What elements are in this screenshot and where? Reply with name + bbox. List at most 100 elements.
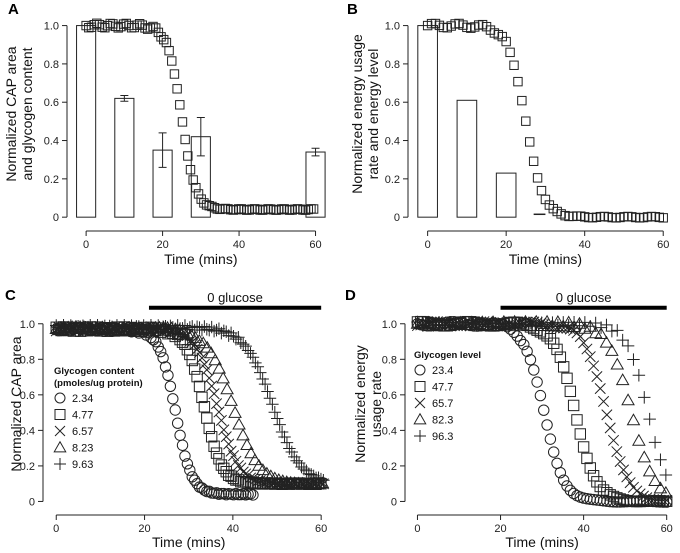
panel-b-point-square	[501, 36, 511, 47]
panel-c-point-square	[203, 422, 215, 435]
panel-a-point-square	[191, 182, 201, 193]
panel-d-point-plus	[573, 319, 586, 332]
panel-c-point-x	[215, 414, 227, 426]
panel-a-xtick-label: 60	[309, 239, 321, 251]
panel-c-point-plus	[258, 377, 272, 391]
panel-b-y-title: Normalized energy usagerate and energy l…	[349, 34, 381, 194]
panel-d-point-triangle	[632, 433, 646, 446]
panel-c-point-plus	[236, 337, 250, 351]
panel-b-bar	[417, 25, 438, 218]
panel-d-point-square	[591, 476, 603, 488]
panel-c-point-plus	[103, 319, 116, 333]
panel-c-point-x	[220, 431, 232, 443]
panel-d-point-plus	[432, 316, 446, 329]
panel-d-point-triangle	[605, 343, 619, 356]
panel-c-point-plus	[88, 321, 102, 335]
panel-c-point-x	[203, 372, 215, 384]
panel-c-point-plus	[273, 418, 286, 431]
panel-c-point-x	[210, 398, 223, 410]
panel-d-point-circle	[551, 457, 563, 470]
panel-d-point-plus	[524, 316, 538, 330]
panel-c-point-circle	[179, 450, 191, 462]
panel-d-point-plus	[594, 321, 608, 334]
panel-a-xtick-label: 20	[156, 239, 168, 251]
panel-b-point-square	[505, 47, 515, 58]
panel-d-point-triangle	[594, 327, 608, 340]
panel-c-point-square	[198, 401, 211, 413]
panel-c-legend-marker-x	[54, 425, 66, 437]
panel-c-point-x	[206, 380, 218, 392]
panel-a-point-square	[169, 69, 180, 79]
panel-c-point-plus	[181, 323, 194, 336]
panel-c-point-plus	[59, 322, 73, 335]
panel-d: D 0 0.2 0.4 0.6 0.8 1.0 0 20 40 60 Time (mins) Norm…	[345, 287, 673, 550]
panel-b-bar	[456, 99, 478, 218]
panel-a-error-bar	[311, 147, 320, 157]
panel-c-point-circle	[164, 380, 177, 392]
panel-a-point-square	[177, 117, 188, 127]
panel-a-point-square	[183, 151, 193, 161]
panel-c-ytick-label: 1.0	[20, 319, 35, 331]
panel-d-legend-title: Glycogen level	[414, 350, 481, 361]
panel-d-point-plus	[562, 319, 575, 332]
panel-d-point-square	[584, 462, 596, 474]
panel-a-ytick-label: 1.0	[44, 21, 59, 33]
panel-c-point-x	[223, 438, 235, 450]
panel-d-point-plus	[449, 318, 462, 332]
panel-a-point-square	[172, 84, 182, 94]
panel-c-legend-marker-circle	[54, 392, 66, 404]
panel-d-point-plus	[470, 318, 484, 331]
panel-d-point-circle	[524, 353, 537, 366]
panel-d-point-x	[614, 455, 626, 468]
panel-d-point-plus	[611, 324, 624, 337]
panel-d-point-x	[641, 492, 653, 504]
panel-c-point-x	[240, 468, 252, 480]
panel-d-point-plus	[621, 339, 635, 353]
panel-d-point-triangle	[653, 481, 668, 494]
panel-d-point-triangle	[578, 321, 592, 334]
panel-d-point-x	[624, 477, 636, 489]
panel-d-point-square	[567, 399, 580, 412]
panel-c-point-triangle	[271, 472, 286, 485]
panel-a-point-square	[164, 45, 174, 56]
panel-b-point-square	[658, 213, 668, 223]
panel-c-point-plus	[256, 372, 269, 386]
panel-d-point-triangle	[642, 464, 657, 477]
panel-d-ytick-label: 0.2	[382, 461, 397, 473]
panel-d-point-plus	[411, 315, 424, 329]
panel-c-point-triangle	[240, 438, 254, 451]
panel-a-ytick-label: 0.8	[44, 59, 59, 71]
panel-d-point-square	[581, 452, 593, 465]
panel-d-point-plus	[584, 320, 597, 333]
panel-b-ytick-label: 0	[394, 212, 400, 224]
panel-b-ytick-label: 0.8	[385, 59, 400, 71]
panel-c-point-circle	[174, 429, 186, 441]
panel-d-point-plus	[654, 453, 667, 466]
panel-b-ytick-label: 0.6	[385, 97, 400, 109]
panel-c-point-x	[201, 364, 213, 376]
panel-a-ytick-label: 0.4	[44, 136, 59, 148]
panel-d-point-x	[584, 351, 596, 363]
panel-d-point-plus	[557, 316, 570, 329]
panel-d-point-triangle	[626, 413, 641, 426]
panel-c-point-circle	[186, 471, 198, 483]
panel-c-point-plus	[314, 472, 328, 486]
panel-d-point-plus	[519, 318, 532, 331]
panel-b-point-square	[521, 116, 531, 126]
panel-c-legend-marker-plus	[54, 458, 66, 470]
panel-b-point-square	[517, 95, 527, 106]
panel-d-point-plus	[535, 316, 548, 330]
panel-b-point-square	[525, 137, 535, 147]
panel-c-point-plus	[149, 321, 163, 335]
panel-c-point-triangle	[232, 417, 246, 430]
panel-c-point-plus	[227, 329, 240, 343]
panel-c-point-square	[205, 431, 218, 443]
panel-d-point-square	[587, 470, 600, 482]
panel-b-xtick-label: 20	[500, 239, 512, 251]
panel-a-point-square	[303, 204, 313, 215]
panel-c-point-plus	[198, 320, 211, 333]
panel-d-y-title: Normalized energyusage rate	[352, 345, 384, 463]
panel-d-point-circle	[538, 404, 550, 416]
panel-d-legend-label: 96.3	[432, 431, 453, 443]
